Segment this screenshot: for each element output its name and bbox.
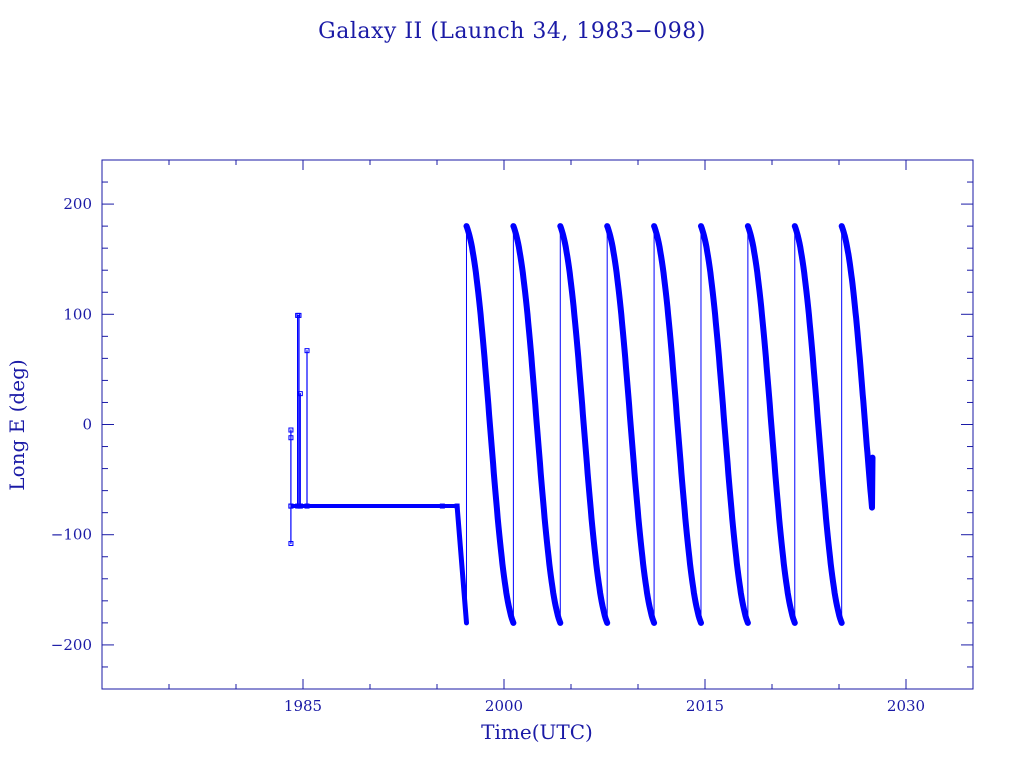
drift-cycle-line bbox=[744, 223, 798, 626]
data-marks bbox=[288, 223, 876, 626]
x-tick-label: 1985 bbox=[284, 697, 322, 715]
data-point bbox=[297, 391, 303, 397]
drift-cycle-line bbox=[463, 223, 517, 626]
x-tick-label: 2000 bbox=[485, 697, 523, 715]
data-point bbox=[288, 427, 294, 433]
x-tick-label: 2030 bbox=[887, 697, 925, 715]
y-tick-label: −200 bbox=[51, 636, 92, 654]
y-tick-label: 200 bbox=[63, 195, 92, 213]
drift-cycle-line bbox=[791, 223, 845, 626]
x-axis-label: Time(UTC) bbox=[481, 720, 593, 744]
y-tick-label: 100 bbox=[63, 305, 92, 323]
x-tick-label: 2015 bbox=[686, 697, 724, 715]
drift-cycle-line bbox=[651, 223, 704, 626]
drift-cycle-line bbox=[557, 223, 611, 626]
y-tick-label: 0 bbox=[82, 416, 92, 434]
drift-cycle-line bbox=[510, 223, 564, 626]
data-point bbox=[304, 348, 310, 354]
series-line-station-kept bbox=[290, 314, 458, 545]
series-line-drift-1 bbox=[454, 503, 469, 626]
drift-cycle-line bbox=[838, 223, 876, 511]
data-point bbox=[288, 435, 294, 441]
drift-cycle-line bbox=[698, 223, 751, 626]
y-axis-label: Long E (deg) bbox=[5, 359, 29, 490]
chart-title: Galaxy II (Launch 34, 1983−098) bbox=[318, 19, 706, 44]
axis-ticks bbox=[101, 159, 974, 690]
tick-labels: 1985 2000 2015 2030 200 100 0 −100 −200 bbox=[51, 195, 925, 715]
data-point bbox=[288, 541, 294, 547]
drift-cycle-line bbox=[604, 223, 658, 626]
y-tick-label: −100 bbox=[51, 526, 92, 544]
data-point bbox=[296, 312, 302, 318]
